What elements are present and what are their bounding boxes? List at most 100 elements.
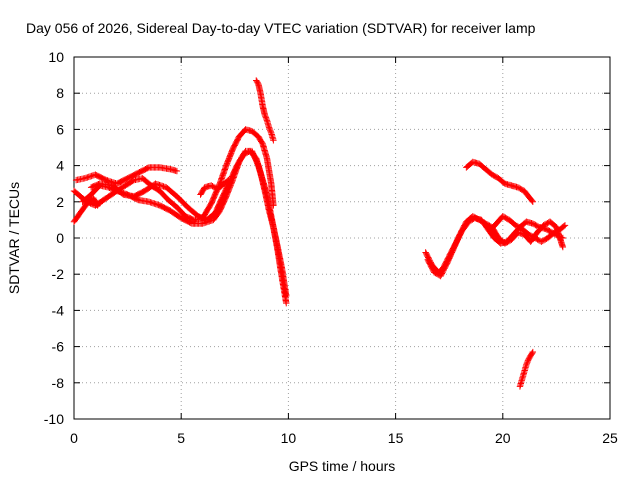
data-point-trail [166,197,179,210]
data-point-trail [492,235,503,246]
data-point-trail [507,217,518,228]
data-point-trail [255,134,266,146]
data-point [261,111,269,119]
x-tick-label: 0 [70,430,78,446]
data-point-trail [274,248,285,280]
data-point [561,222,569,229]
data-point-trail [487,221,499,233]
data-point-trail [444,246,457,266]
data-point-trail [114,183,128,194]
x-axis-label: GPS time / hours [289,458,396,474]
data-point-trail [80,192,94,205]
data-point-trail [114,175,130,187]
data-point-trail [217,163,229,186]
series-track-6 [79,126,277,224]
series-track-8 [253,77,277,144]
series-track-7 [197,176,232,198]
data-point-trail [200,201,214,221]
data-point-trail [236,127,248,139]
x-tick-label: 5 [177,430,185,446]
data-point-trail [78,201,90,215]
data-point-trail [243,147,254,155]
data-point-trail [164,185,179,199]
data-point-trail [450,232,463,251]
data-point-trail [125,170,141,181]
x-tick-label: 10 [281,430,297,446]
data-point-trail [558,223,568,232]
data-point-trail [261,185,272,208]
data-point-trail [543,226,554,235]
data-point-trail [222,177,231,186]
data-point-trail [545,230,557,241]
y-tick-label: -6 [52,339,65,355]
data-point-trail [483,166,495,177]
data-point-trail [236,149,248,164]
y-axis-label: SDTVAR / TECUs [6,182,22,294]
data-point-trail [464,159,475,170]
data-point [283,299,290,307]
data-point-trail [179,215,194,227]
data-point-trail [530,221,542,230]
data-point-trail [93,172,109,183]
data-point [270,137,277,144]
y-tick-label: 2 [56,194,64,210]
data-point-trail [470,213,482,223]
data-point-trail [500,213,512,223]
series-track-11 [486,213,569,245]
axis-ticks: 0 5 10 15 20 25 -10 -8 -6 -4 -2 0 2 4 6 8 10 [44,49,618,446]
data-point-trail [552,226,563,235]
y-tick-label: 6 [56,121,64,137]
y-tick-label: -2 [52,266,65,282]
data-points [70,77,569,390]
series-track-12 [463,158,537,205]
data-point-trail [215,181,227,192]
data-point-trail [528,350,536,358]
data-point [173,167,181,175]
data-point-trail [513,222,524,232]
data-point [529,348,537,356]
data-point [529,198,537,205]
data-point-trail [123,177,136,188]
x-tick-label: 15 [388,430,404,446]
y-tick-label: 10 [48,49,64,65]
data-point-trail [125,192,141,203]
data-point-trail [266,125,274,135]
data-point-trail [523,357,532,367]
data-point-trail [477,161,488,172]
data-point-trail [496,176,508,186]
x-tick-label: 20 [495,430,511,446]
data-point-trail [509,230,521,242]
data-point-trail [521,188,531,199]
series-track-5 [92,147,290,307]
data-point-trail [223,178,236,199]
data-point-trail [539,235,550,245]
data-point-trail [526,353,534,362]
data-point-trail [438,261,450,278]
data-point-trail [515,184,527,194]
data-point-trail [457,219,469,237]
data-point-trail [547,219,559,230]
y-tick-label: -8 [52,375,65,391]
data-point-trail [526,231,537,241]
data-point-trail [249,128,261,139]
chart-title: Day 056 of 2026, Sidereal Day-to-day VTE… [26,20,536,36]
data-point-trail [88,183,102,197]
data-point-trail [168,208,184,221]
data-point-trail [503,237,514,246]
data-point-trail [157,202,173,214]
data-point-trail [520,226,531,237]
data-point-trail [223,147,236,168]
data-point-trail [93,195,109,208]
data-point-trail [490,172,501,181]
data-point-trail [157,188,171,203]
x-tick-label: 25 [602,430,618,446]
data-point-trail [185,204,201,219]
data-point-trail [140,176,154,188]
data-point-trail [198,185,208,197]
data-point [270,202,277,209]
y-tick-label: 4 [56,158,64,174]
data-point-trail [425,257,437,275]
data-point-trail [477,217,488,226]
grid [74,57,610,419]
